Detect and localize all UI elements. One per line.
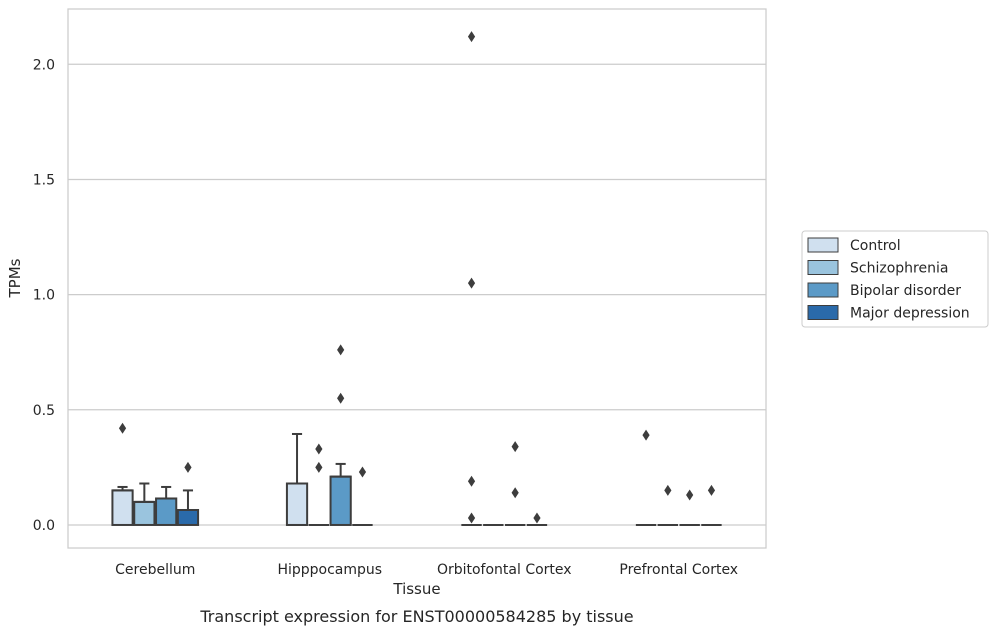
- box: [285, 432, 309, 526]
- y-tick-label: 0.5: [33, 403, 55, 419]
- outlier-point: [686, 489, 694, 501]
- outlier-point: [467, 512, 476, 524]
- box-body: [111, 489, 134, 526]
- box-body: [155, 497, 178, 526]
- outliers: [118, 31, 716, 524]
- box: [329, 462, 352, 526]
- x-tick-labels: Cerebellum Hipppocampus Orbitofontal Corte…: [115, 562, 738, 578]
- outlier-point: [707, 484, 716, 496]
- box: [155, 485, 178, 526]
- box-body: [285, 482, 309, 526]
- box: [176, 489, 200, 526]
- box: [133, 482, 156, 526]
- legend-swatch: [807, 305, 839, 320]
- box-body: [176, 508, 200, 526]
- legend-label: Major depression: [850, 306, 970, 322]
- outlier-point: [337, 344, 345, 356]
- legend-swatch: [807, 282, 839, 298]
- legend-swatch: [807, 260, 839, 275]
- outlier-point: [337, 392, 345, 404]
- box: [111, 485, 134, 526]
- outlier-point: [184, 461, 192, 473]
- legend-label: Schizophrenia: [850, 261, 948, 277]
- x-tick-label: Orbitofontal Cortex: [437, 562, 572, 578]
- x-tick-label: Hipppocampus: [277, 562, 382, 578]
- grid-lines: [68, 63, 766, 526]
- outlier-point: [664, 484, 672, 496]
- legend-swatch: [807, 237, 839, 253]
- y-tick-label: 2.0: [33, 57, 55, 73]
- outlier-point: [467, 31, 476, 43]
- legend-frame: [801, 230, 989, 328]
- chart-caption: Transcript expression for ENST0000058428…: [199, 607, 633, 626]
- legend-label: Control: [850, 238, 901, 254]
- y-tick-label: 0.0: [33, 518, 55, 534]
- plot-frame: [67, 8, 767, 549]
- outlier-point: [511, 487, 519, 499]
- box-body: [329, 475, 352, 526]
- outlier-point: [642, 429, 650, 441]
- boxes: [111, 432, 722, 526]
- legend: Control Schizophrenia Bipolar disorder Majo…: [801, 230, 989, 328]
- y-tick-label: 1.5: [33, 172, 55, 188]
- legend-items: Control Schizophrenia Bipolar disorder Majo…: [807, 237, 970, 322]
- outlier-point: [118, 422, 127, 434]
- y-tick-label: 1.0: [33, 288, 55, 304]
- y-axis-label: TPMs: [6, 258, 24, 298]
- outlier-point: [467, 277, 476, 289]
- y-tick-labels: 0.0 0.5 1.0 1.5 2.0: [33, 57, 55, 534]
- outlier-point: [533, 512, 541, 524]
- x-tick-label: Prefrontal Cortex: [619, 562, 738, 578]
- outlier-point: [315, 461, 323, 473]
- x-tick-label: Cerebellum: [115, 562, 195, 578]
- x-axis-label: Tissue: [392, 580, 440, 598]
- outlier-point: [511, 441, 519, 453]
- outlier-point: [467, 475, 476, 487]
- outlier-point: [315, 443, 323, 455]
- box-body: [133, 500, 156, 526]
- outlier-point: [358, 466, 367, 478]
- legend-label: Bipolar disorder: [850, 283, 961, 299]
